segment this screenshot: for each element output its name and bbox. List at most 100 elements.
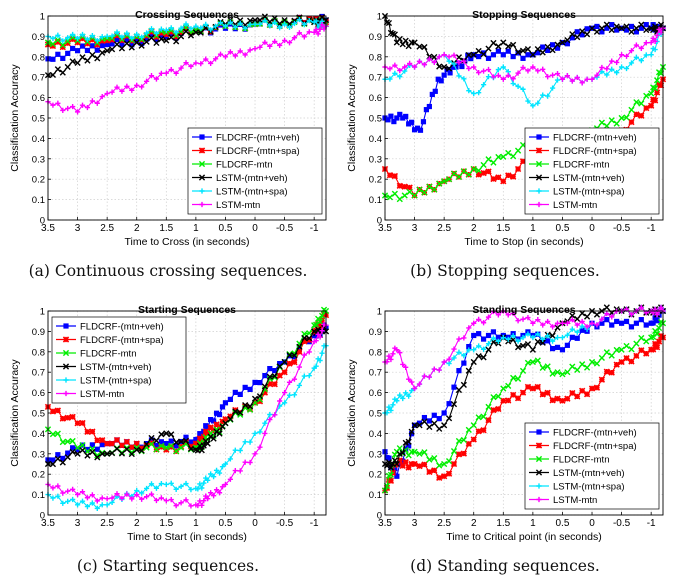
data-point <box>406 188 413 196</box>
data-point <box>387 471 395 478</box>
data-point <box>318 312 326 319</box>
data-point <box>271 15 278 22</box>
data-point <box>123 438 131 445</box>
data-point <box>123 446 130 453</box>
data-point <box>94 446 100 452</box>
data-point <box>535 331 541 337</box>
data-point <box>648 39 654 46</box>
data-point <box>436 474 443 481</box>
data-point <box>633 42 639 48</box>
data-point <box>108 450 116 457</box>
data-point <box>539 391 546 398</box>
data-point <box>70 445 76 451</box>
data-point <box>104 502 110 508</box>
x-tick-label: 1.5 <box>159 518 173 529</box>
data-point <box>99 93 105 100</box>
data-point <box>306 18 312 24</box>
data-point <box>545 333 551 339</box>
data-point <box>495 312 501 318</box>
data-point <box>252 379 258 385</box>
data-point <box>510 310 516 316</box>
data-point <box>480 50 487 56</box>
data-point <box>609 66 615 72</box>
data-point <box>633 25 640 32</box>
legend-marker <box>535 469 543 476</box>
x-tick-label: 1.5 <box>159 223 173 234</box>
data-point <box>399 449 406 456</box>
data-point <box>460 436 467 444</box>
data-point <box>500 52 506 58</box>
data-point <box>643 92 650 99</box>
data-point <box>638 45 644 51</box>
data-point <box>408 428 415 435</box>
legend-marker <box>198 160 206 168</box>
data-point <box>623 53 630 59</box>
data-point <box>261 383 268 390</box>
data-point <box>386 194 394 201</box>
data-point <box>569 317 575 323</box>
data-point <box>643 322 649 328</box>
data-point <box>534 357 541 364</box>
data-point <box>402 64 408 70</box>
data-point <box>593 311 601 318</box>
data-point <box>60 55 66 61</box>
data-point <box>286 379 293 385</box>
data-point <box>197 29 204 36</box>
data-point <box>55 32 61 38</box>
x-tick-label: -0.5 <box>276 223 294 234</box>
data-point <box>163 441 169 447</box>
data-point <box>456 60 462 66</box>
data-point <box>638 100 645 107</box>
data-point <box>406 121 412 127</box>
data-point <box>286 352 293 359</box>
data-point <box>451 61 457 67</box>
x-tick-label: 1 <box>530 518 536 529</box>
data-point <box>495 405 502 413</box>
data-point <box>490 159 497 166</box>
data-point <box>426 423 433 431</box>
data-point <box>148 26 155 32</box>
data-point <box>212 56 219 62</box>
chart-standing: 3.5 3 2.5 2 1.5 1 0.5 0 -0.5 -1 0 0.1 0.2 0.3 0.4 0.5 0.… <box>346 304 667 543</box>
data-point <box>163 430 170 437</box>
data-point <box>64 40 71 47</box>
data-point <box>519 158 527 165</box>
data-point <box>514 375 522 382</box>
legend-label: LSTM-mtn <box>553 200 597 211</box>
data-point <box>453 64 459 70</box>
data-point <box>490 308 497 315</box>
data-point <box>450 401 458 408</box>
data-point <box>559 320 566 326</box>
data-point <box>534 46 541 53</box>
data-point <box>574 74 580 81</box>
data-point <box>70 31 76 38</box>
data-point <box>648 102 655 109</box>
data-point <box>79 54 86 61</box>
data-point <box>217 20 224 26</box>
data-point <box>650 26 657 34</box>
data-point <box>213 410 220 416</box>
y-tick-label: 0 <box>377 216 382 227</box>
data-point <box>89 98 95 104</box>
data-point <box>74 48 81 54</box>
data-point <box>163 444 170 451</box>
data-point <box>510 153 517 160</box>
data-point <box>475 414 482 421</box>
data-point <box>450 64 456 70</box>
data-point <box>589 320 595 326</box>
axes-box <box>384 15 664 221</box>
data-point <box>549 72 556 78</box>
data-point <box>237 17 244 24</box>
data-point <box>476 316 482 322</box>
data-point <box>470 422 477 429</box>
data-point <box>242 439 248 445</box>
series-LSTM-(mtn+veh) <box>44 324 330 468</box>
data-point <box>281 37 288 44</box>
data-point <box>203 56 209 62</box>
data-point <box>247 439 253 445</box>
data-point <box>188 503 194 509</box>
data-point <box>447 70 453 76</box>
data-point <box>485 156 492 163</box>
data-point <box>569 326 575 332</box>
data-point <box>466 88 472 94</box>
